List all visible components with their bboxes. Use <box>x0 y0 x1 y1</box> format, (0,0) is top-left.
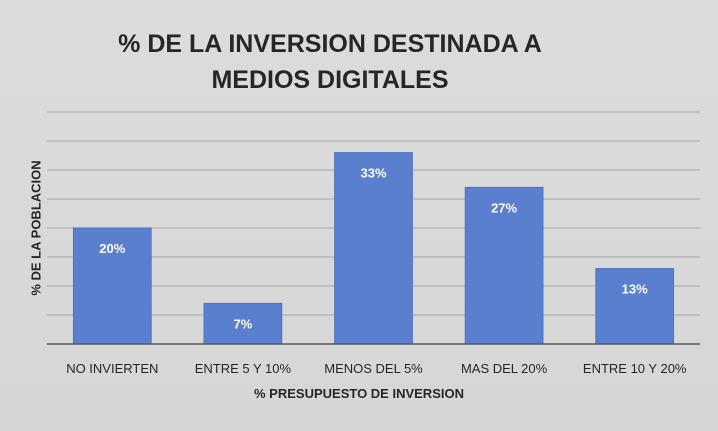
x-tick-label: ENTRE 5 Y 10% <box>195 361 292 376</box>
chart-title-line-1: % DE LA INVERSION DESTINADA A <box>118 30 542 58</box>
x-tick-label: MAS DEL 20% <box>461 361 548 376</box>
bar <box>334 152 413 345</box>
bar <box>203 302 283 345</box>
x-axis-label: % PRESUPUESTO DE INVERSION <box>254 386 464 401</box>
x-tick-label: MENOS DEL 5% <box>324 361 423 376</box>
data-label: 27% <box>491 200 517 215</box>
data-label: 13% <box>622 282 648 297</box>
data-label: 20% <box>99 241 125 256</box>
x-tick-label: ENTRE 10 Y 20% <box>583 361 687 376</box>
x-tick-label: NO INVIERTEN <box>66 361 158 376</box>
bar <box>595 268 675 345</box>
data-label: 33% <box>360 166 386 181</box>
data-label: 7% <box>234 316 253 331</box>
bar <box>72 227 152 345</box>
chart-title-line-2: MEDIOS DIGITALES <box>211 66 449 94</box>
bar <box>464 186 544 345</box>
chart-title: % DE LA INVERSION DESTINADA A MEDIOS DIG… <box>60 26 600 98</box>
